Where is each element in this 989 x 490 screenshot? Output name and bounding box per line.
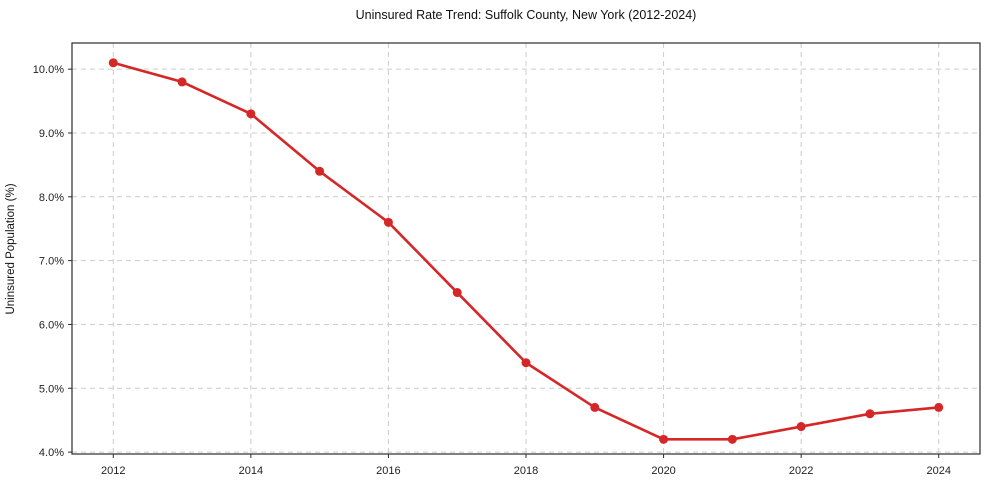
y-tick-label: 10.0% — [33, 64, 64, 76]
data-point-marker — [727, 434, 737, 444]
y-tick-label: 7.0% — [39, 256, 64, 268]
x-tick-label: 2020 — [651, 465, 675, 477]
data-point-marker — [315, 166, 325, 176]
data-point-marker — [108, 58, 118, 68]
data-point-marker — [590, 402, 600, 412]
y-tick-label: 6.0% — [39, 319, 64, 331]
y-tick-label: 9.0% — [39, 128, 64, 140]
y-tick-label: 5.0% — [39, 383, 64, 395]
chart-title: Uninsured Rate Trend: Suffolk County, Ne… — [355, 8, 697, 22]
data-point-marker — [659, 434, 669, 444]
data-point-marker — [246, 109, 256, 119]
x-tick-label: 2014 — [239, 465, 263, 477]
data-point-marker — [934, 402, 944, 412]
data-point-marker — [796, 422, 806, 432]
x-tick-label: 2018 — [514, 465, 538, 477]
x-tick-label: 2012 — [101, 465, 125, 477]
y-tick-label: 8.0% — [39, 192, 64, 204]
data-point-marker — [865, 409, 875, 419]
data-point-marker — [177, 77, 187, 87]
data-point-marker — [521, 358, 531, 368]
y-tick-label: 4.0% — [39, 447, 64, 459]
plot-frame — [71, 42, 981, 455]
x-tick-label: 2022 — [789, 465, 813, 477]
data-point-marker — [383, 217, 393, 227]
data-point-marker — [452, 288, 462, 298]
x-tick-label: 2024 — [926, 465, 950, 477]
x-tick-label: 2016 — [376, 465, 400, 477]
